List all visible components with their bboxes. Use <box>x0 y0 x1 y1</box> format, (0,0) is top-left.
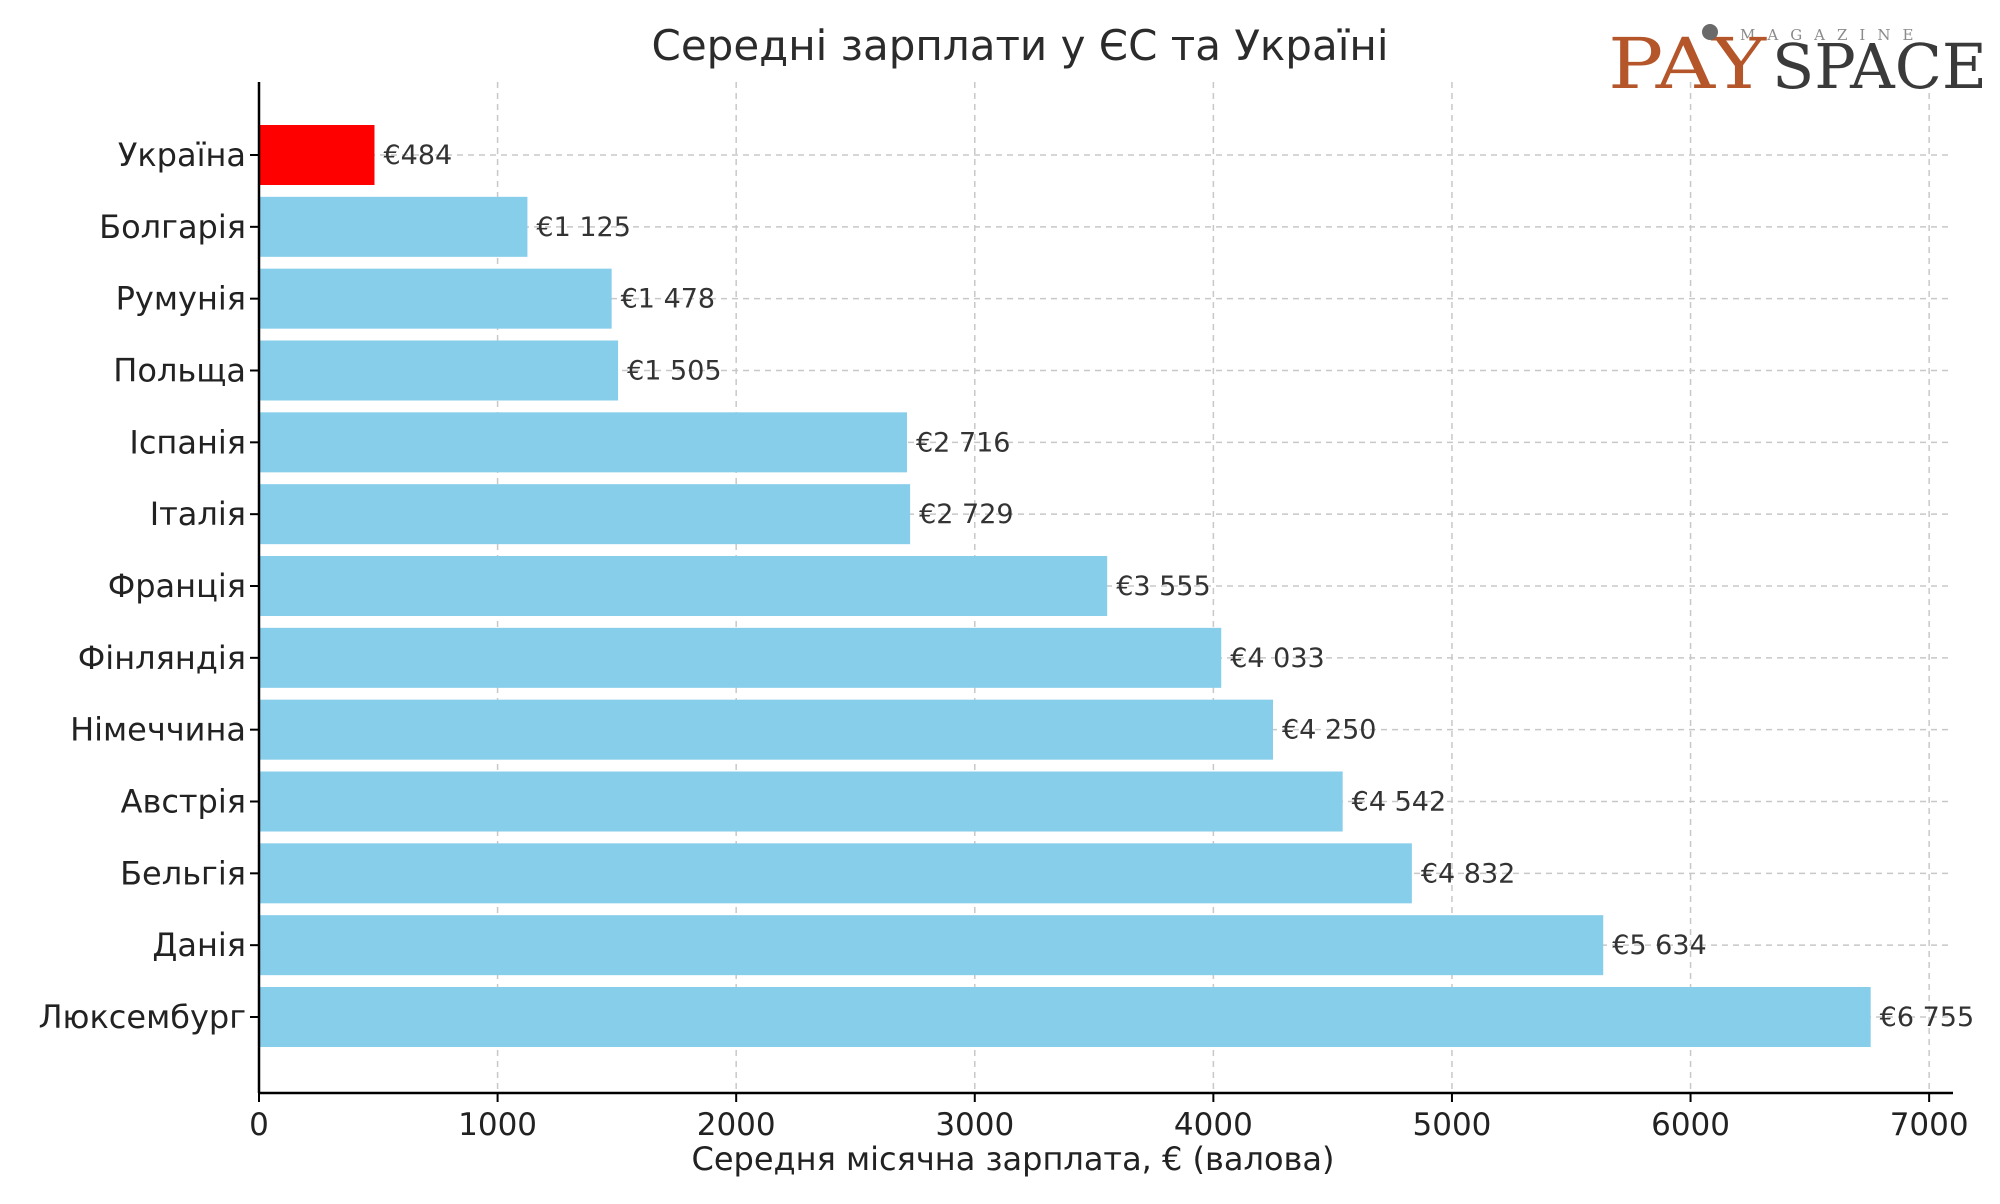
x-tick-label: 4000 <box>1174 1107 1253 1143</box>
bar-value-label: €6 755 <box>1880 1002 1974 1033</box>
chart-title: Середні зарплати у ЄС та Україні <box>652 21 1389 70</box>
bar <box>259 125 375 185</box>
category-label: Австрія <box>121 783 246 821</box>
payspace-logo: MAGAZINE PAY SPACE <box>1608 23 1987 105</box>
x-tick-label: 2000 <box>697 1107 776 1143</box>
x-tick-label: 0 <box>249 1107 269 1143</box>
category-label: Румунія <box>116 280 246 318</box>
category-label: Польща <box>113 352 246 390</box>
x-axis-label: Середня місячна зарплата, € (валова) <box>692 1140 1335 1178</box>
category-label: Люксембург <box>38 998 246 1036</box>
bar-value-label: €1 478 <box>621 284 715 315</box>
x-tick-label: 1000 <box>458 1107 537 1143</box>
bar <box>259 915 1604 976</box>
x-tick-label: 6000 <box>1651 1107 1730 1143</box>
category-label: Італія <box>150 495 246 533</box>
bar <box>259 412 908 473</box>
bar <box>259 627 1222 688</box>
x-tick-label: 5000 <box>1413 1107 1492 1143</box>
logo-dot-icon <box>1702 24 1718 40</box>
category-label: Фінляндія <box>78 639 246 677</box>
logo-space-text: SPACE <box>1772 30 1987 103</box>
category-label: Болгарія <box>99 208 246 246</box>
category-label: Данія <box>152 926 246 964</box>
bar <box>259 268 612 329</box>
bar <box>259 556 1108 616</box>
bar <box>259 987 1871 1047</box>
category-label: Бельгія <box>120 854 246 892</box>
bar-value-label: €5 634 <box>1612 930 1706 961</box>
category-label: Франція <box>108 567 246 605</box>
bar-value-label: €2 716 <box>916 427 1010 458</box>
category-label: Іспанія <box>129 423 246 461</box>
bar <box>259 196 528 257</box>
bar <box>259 340 619 401</box>
bar-value-label: €1 505 <box>627 356 721 387</box>
x-tick-label: 3000 <box>935 1107 1014 1143</box>
bar <box>259 843 1412 904</box>
data-labels: €484 €1 125 €1 478 €1 505 €2 716 €2 729 €3 555… <box>383 140 1974 1033</box>
bar-value-label: €4 832 <box>1421 858 1515 889</box>
bar <box>259 699 1274 760</box>
bar <box>259 484 911 545</box>
logo-pay-text: PAY <box>1608 23 1767 105</box>
bar-value-label: €1 125 <box>536 212 630 243</box>
bar-value-label: €4 542 <box>1352 787 1446 818</box>
category-label: Німеччина <box>70 711 246 749</box>
bar-value-label: €4 033 <box>1230 643 1324 674</box>
bars <box>259 125 1871 1047</box>
x-tick-label: 7000 <box>1890 1107 1969 1143</box>
bar-value-label: €484 <box>383 140 452 171</box>
logo-magazine-text: MAGAZINE <box>1740 26 1925 44</box>
bar <box>259 771 1343 832</box>
axes: 0 1000 2000 3000 4000 5000 6000 7000 Україна Болг… <box>38 82 1969 1143</box>
bar-value-label: €2 729 <box>919 499 1013 530</box>
category-label: Україна <box>118 136 246 174</box>
bar-value-label: €4 250 <box>1282 715 1376 746</box>
bar-value-label: €3 555 <box>1116 571 1210 602</box>
